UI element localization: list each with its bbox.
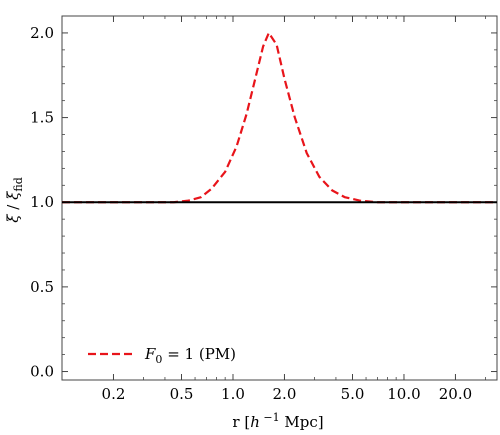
x-axis-label: r [h −1 Mpc] <box>232 411 323 431</box>
plot-border <box>61 15 498 381</box>
y-axis-label: ξ / ξfid <box>4 177 25 223</box>
x-tick-label: 0.2 <box>102 385 126 403</box>
legend: F0 = 1 (PM) <box>88 345 236 366</box>
x-tick-label: 1.0 <box>221 385 245 403</box>
y-tick-label: 0.5 <box>30 278 54 296</box>
plot-frame <box>61 15 498 381</box>
x-tick-label: 10.0 <box>387 385 420 403</box>
x-axis-ticks: 0.2 0.5 1.0 2.0 5.0 10.0 20.0 <box>61 16 486 403</box>
x-tick-label: 5.0 <box>341 385 365 403</box>
x-tick-label: 20.0 <box>439 385 472 403</box>
y-tick-label: 0.0 <box>30 363 54 381</box>
x-tick-label: 2.0 <box>273 385 297 403</box>
y-tick-label: 1.0 <box>30 193 54 211</box>
legend-label-pm: F0 = 1 (PM) <box>144 345 236 366</box>
x-tick-label: 0.5 <box>170 385 194 403</box>
y-tick-label: 2.0 <box>30 24 54 42</box>
series-layer <box>62 31 497 204</box>
y-axis-ticks: 0.0 0.5 1.0 1.5 2.0 <box>30 24 497 381</box>
y-tick-label: 1.5 <box>30 109 54 127</box>
series-line-pm <box>62 31 497 204</box>
